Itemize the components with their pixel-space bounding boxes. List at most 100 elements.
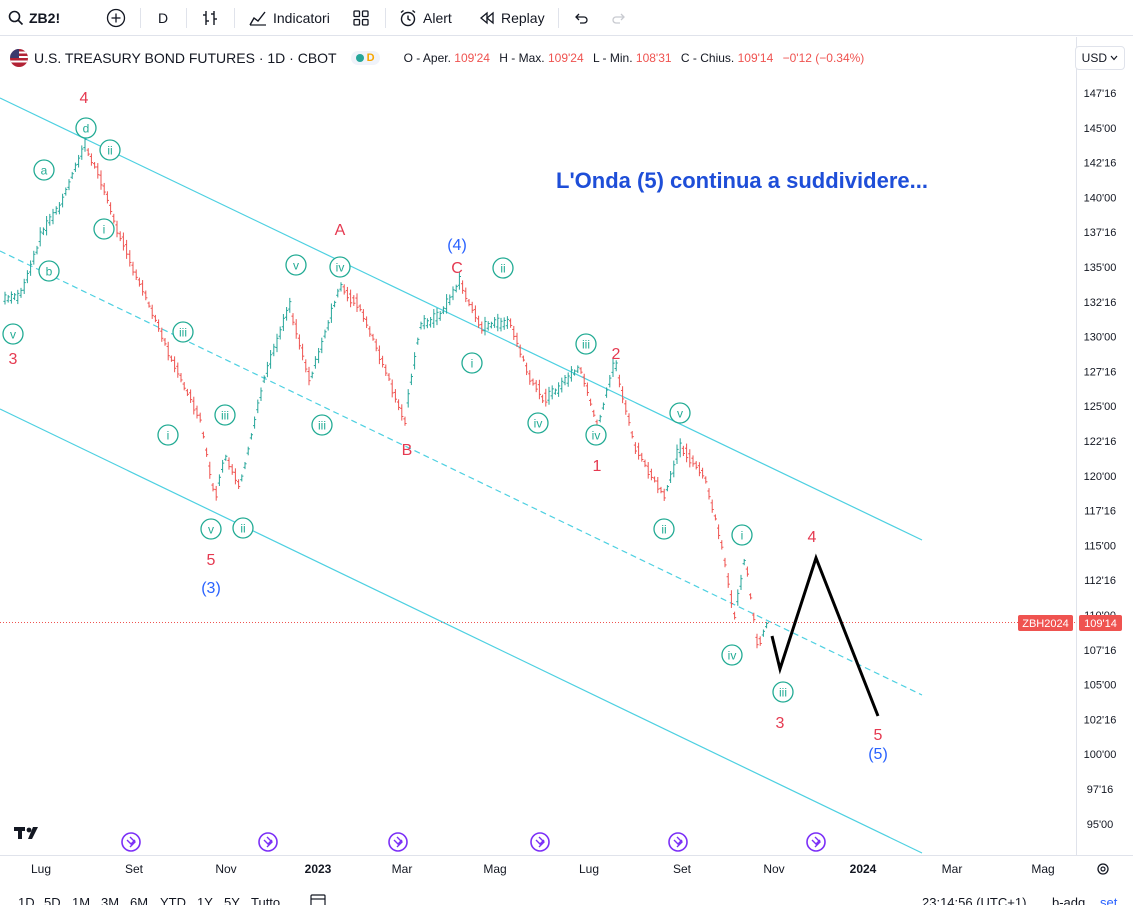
ohlc-bar	[425, 318, 429, 329]
indicators-button[interactable]: Indicatori	[248, 0, 330, 36]
settlement-toggle[interactable]: set	[1100, 895, 1118, 905]
wave-label-green[interactable]: iv	[721, 644, 743, 666]
wave-label-green[interactable]: iii	[575, 333, 597, 355]
alert-button[interactable]: Alert	[398, 0, 452, 36]
layouts-button[interactable]	[352, 0, 370, 36]
wave-label-green[interactable]: iv	[329, 256, 351, 278]
clock[interactable]: 23:14:56 (UTC+1)	[922, 895, 1027, 905]
price-tick-label: 120'00	[1084, 471, 1117, 483]
wave-label-green[interactable]: iii	[172, 321, 194, 343]
wave-label-red[interactable]: B	[402, 442, 413, 459]
wave-label-green[interactable]: i	[157, 424, 179, 446]
wave-label-green[interactable]: iii	[214, 404, 236, 426]
wave-label-green[interactable]: iv	[527, 412, 549, 434]
trend-channel[interactable]	[0, 97, 923, 854]
chart-type-button[interactable]	[200, 0, 220, 36]
grid-icon	[353, 10, 369, 26]
wave-label-red[interactable]: A	[335, 222, 346, 239]
ohlc-bar	[409, 373, 413, 386]
channel-upper-line[interactable]	[0, 97, 923, 541]
event-marker-icon[interactable]	[121, 832, 141, 852]
event-marker-icon[interactable]	[388, 832, 408, 852]
wave-label-green[interactable]: ii	[492, 257, 514, 279]
ohlc-bar	[585, 382, 589, 396]
range-1m[interactable]: 1M	[72, 895, 91, 905]
event-marker-icon[interactable]	[530, 832, 550, 852]
range-1y[interactable]: 1Y	[197, 895, 213, 905]
ohlc-bar	[477, 315, 481, 329]
replay-button[interactable]: Replay	[478, 0, 545, 36]
range-3m[interactable]: 3M	[101, 895, 120, 905]
adjust-toggle[interactable]: b-adg	[1052, 895, 1086, 905]
market-status-badge[interactable]: D	[350, 51, 380, 65]
chart-legend[interactable]: U.S. TREASURY BOND FUTURES · 1D · CBOT D…	[10, 49, 870, 67]
wave-label-blue[interactable]: (3)	[201, 580, 221, 597]
date-range-icon[interactable]	[310, 893, 326, 905]
wave-label-red[interactable]: 4	[80, 90, 89, 107]
projection-path[interactable]	[770, 553, 880, 717]
interval-button[interactable]: D	[158, 0, 168, 36]
time-label: Set	[673, 862, 692, 876]
wave-label-green[interactable]: v	[285, 254, 307, 276]
wave-label-red[interactable]: 3	[9, 351, 18, 368]
range-5d[interactable]: 5D	[44, 895, 61, 905]
annotation-text[interactable]: L'Onda (5) continua a suddividere...	[556, 168, 928, 193]
compare-add-button[interactable]	[106, 0, 126, 36]
range-1d[interactable]: 1D	[18, 895, 35, 905]
redo-button[interactable]	[610, 0, 628, 36]
wave-label-blue[interactable]: (5)	[868, 746, 888, 763]
ohlc-bar	[381, 355, 385, 368]
range-5y[interactable]: 5Y	[224, 895, 240, 905]
event-marker-icon[interactable]	[258, 832, 278, 852]
wave-label-green[interactable]: ii	[99, 139, 121, 161]
channel-mid-line[interactable]	[0, 250, 923, 696]
currency-button[interactable]: USD	[1074, 46, 1125, 70]
range-all[interactable]: Tutto	[251, 895, 281, 905]
wave-label-red[interactable]: 5	[874, 727, 883, 744]
wave-label-green[interactable]: iii	[772, 681, 794, 703]
wave-label-red[interactable]: 3	[776, 715, 785, 732]
ohlc-bar	[57, 202, 61, 215]
wave-label-green[interactable]: i	[731, 524, 753, 546]
wave-label-green[interactable]: ii	[232, 517, 254, 539]
ohlc-bar	[713, 514, 717, 521]
wave-label-green[interactable]: i	[93, 218, 115, 240]
tradingview-logo-icon	[14, 827, 38, 839]
wave-label-green[interactable]: iii	[311, 414, 333, 436]
wave-label-red[interactable]: 2	[612, 346, 621, 363]
ohlc-bar	[310, 371, 314, 379]
wave-label-red[interactable]: 1	[593, 458, 602, 475]
wave-label-red[interactable]: 5	[207, 552, 216, 569]
price-axis[interactable]: 147'16 145'00 142'16 140'00 137'16 135'00 132'…	[1084, 88, 1117, 831]
event-marker-icon[interactable]	[668, 832, 688, 852]
time-axis[interactable]: Lug Set Nov 2023 Mar Mag Lug Set Nov 2024 Mar Mag	[31, 862, 1055, 876]
ohlc-bar	[413, 352, 417, 370]
wave-label-green[interactable]: d	[75, 117, 97, 139]
wave-label-red[interactable]: C	[451, 260, 463, 277]
channel-lower-line[interactable]	[0, 408, 923, 854]
event-marker-icon[interactable]	[806, 832, 826, 852]
wave-label-green[interactable]: i	[461, 352, 483, 374]
wave-label-green[interactable]: v	[200, 518, 222, 540]
wave-label-green[interactable]: v	[2, 323, 24, 345]
wave-label-blue[interactable]: (4)	[447, 237, 467, 254]
wave-label-green[interactable]: a	[33, 159, 55, 181]
range-6m[interactable]: 6M	[130, 895, 149, 905]
ohlc-bar	[467, 299, 471, 307]
ohlc-bar	[166, 341, 170, 361]
ohlc-bar	[598, 414, 602, 423]
undo-button[interactable]	[572, 0, 590, 36]
gear-icon[interactable]	[1097, 863, 1109, 875]
ohlc-bar	[403, 416, 407, 426]
wave-label-green[interactable]: ii	[653, 518, 675, 540]
range-ytd[interactable]: YTD	[160, 895, 186, 905]
wave-label-red[interactable]: 4	[808, 529, 817, 546]
ohlc-bar	[445, 294, 449, 314]
wave-label-green[interactable]: b	[38, 260, 60, 282]
wave-label-green[interactable]: v	[669, 402, 691, 424]
symbol-search-button[interactable]: ZB2!	[8, 0, 60, 36]
event-markers[interactable]	[121, 832, 826, 852]
wave-label-green[interactable]: iv	[585, 424, 607, 446]
chart-pane[interactable]: 4 3 A C B 5 2 1 4 3 5 (4) (3) (5) a d ii i b v iv iii i iii v ii v…	[0, 37, 1133, 905]
